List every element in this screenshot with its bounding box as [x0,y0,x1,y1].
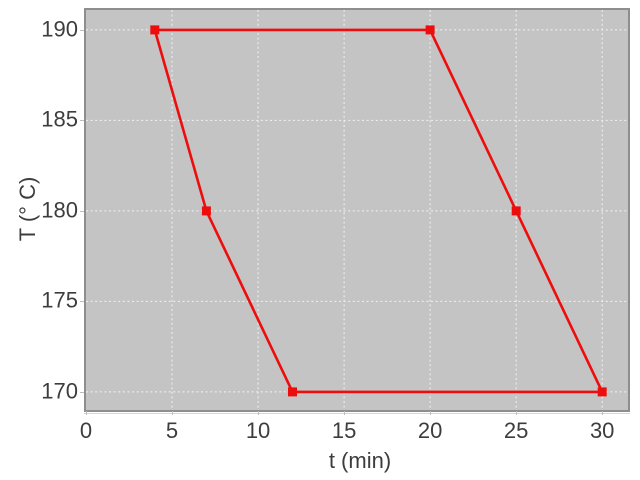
x-tick-mark [516,411,518,415]
data-point-marker [425,25,435,35]
x-tick-label: 0 [79,418,93,443]
data-point-marker [201,206,211,216]
plot-canvas [86,10,628,410]
x-tick-label: 10 [245,418,271,443]
data-point-marker [597,387,607,397]
x-axis-title: t (min) [328,448,392,473]
x-tick-mark [344,411,346,415]
x-tick-mark [86,411,87,415]
x-axis-line [84,413,630,414]
x-tick-mark [172,411,174,415]
y-tick-label: 190 [41,16,78,42]
x-tick-label: 25 [503,418,529,443]
y-tick-mark [80,391,84,393]
x-tick-mark [258,411,260,415]
x-tick-mark [602,411,604,415]
x-tick-label: 5 [165,418,179,443]
y-tick-mark [80,301,84,303]
data-point-marker [150,25,160,35]
data-point-marker [511,206,521,216]
y-tick-mark [80,120,84,122]
series-line [153,28,605,394]
y-tick-mark [80,29,84,31]
x-tick-mark [430,411,432,415]
plot-area [84,8,630,412]
y-tick-label: 175 [41,287,78,313]
y-tick-mark [80,210,84,212]
x-tick-label: 20 [417,418,443,443]
y-tick-label: 170 [41,378,78,404]
y-tick-label: 185 [41,106,78,132]
data-point-marker [288,387,297,397]
x-tick-label: 30 [589,418,615,443]
y-tick-label: 180 [41,197,78,223]
x-tick-label: 15 [331,418,357,443]
